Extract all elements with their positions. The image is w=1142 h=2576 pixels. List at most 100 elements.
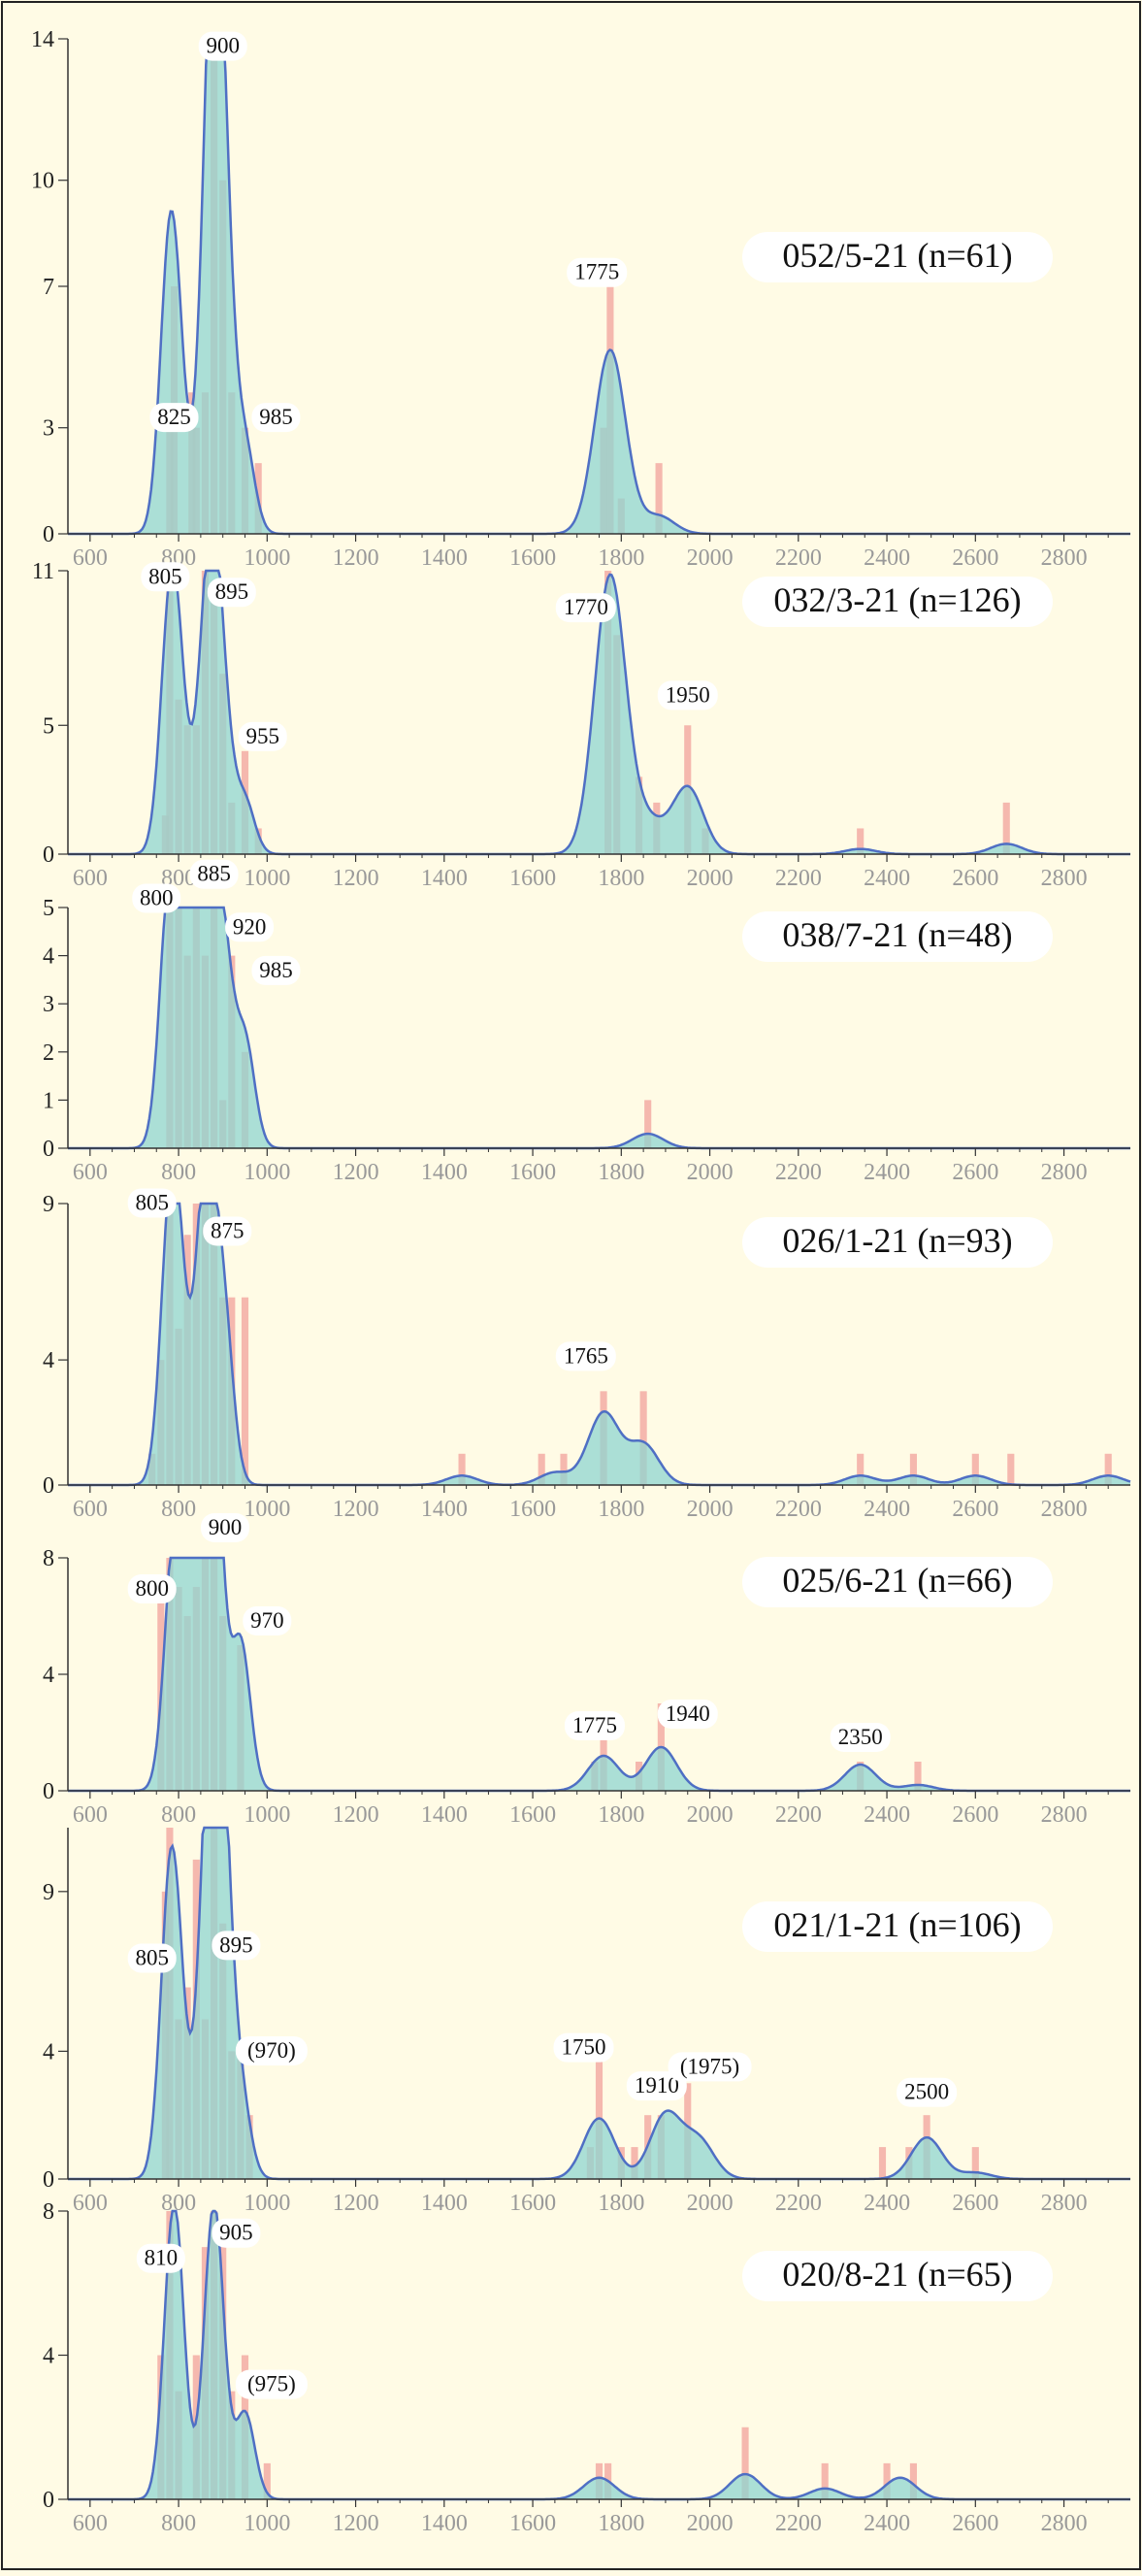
density-area xyxy=(68,1204,1130,1485)
panel-6: 600 800 1000 1200 1400 1600 1800 2000 2200 2400 26… xyxy=(43,1826,1130,2216)
y-tick-label: 0 xyxy=(43,1779,54,1804)
x-tick-label: 600 xyxy=(73,866,108,891)
y-tick-label: 4 xyxy=(43,1663,54,1688)
x-tick-label: 2200 xyxy=(775,1802,822,1828)
x-tick-label: 2600 xyxy=(952,2191,998,2216)
peak-label-background xyxy=(235,2369,308,2399)
panel-1: 600 800 1000 1200 1400 1600 1800 2000 2200 2400 26… xyxy=(31,27,1130,571)
x-tick-label: 2000 xyxy=(687,1497,734,1522)
histogram-bar xyxy=(909,1453,917,1485)
x-tick-label: 2000 xyxy=(687,866,734,891)
peak-label-background xyxy=(207,578,256,608)
peak-label: 1910 xyxy=(635,2073,679,2097)
y-tick-label: 4 xyxy=(43,2039,54,2064)
histogram-bar xyxy=(1007,1453,1015,1485)
histogram-bar xyxy=(914,1762,922,1791)
x-tick-label: 1200 xyxy=(333,545,379,571)
x-tick-label: 2600 xyxy=(952,1497,998,1522)
peak-label: 900 xyxy=(206,34,240,58)
histogram-bar xyxy=(741,2427,749,2499)
x-tick-label: 2400 xyxy=(864,2511,910,2536)
panel-title: 052/5-21 (n=61) xyxy=(782,236,1012,275)
density-area xyxy=(68,571,1130,854)
x-tick-label: 2600 xyxy=(952,545,998,571)
x-tick-label: 2000 xyxy=(687,545,734,571)
x-tick-label: 1200 xyxy=(333,2191,379,2216)
x-tick-label: 1800 xyxy=(598,545,644,571)
y-tick-label: 4 xyxy=(43,944,54,970)
y-tick-label: 0 xyxy=(43,2488,54,2513)
density-area xyxy=(68,1828,1130,2179)
x-tick-label: 1000 xyxy=(244,866,290,891)
peak-label: 920 xyxy=(233,914,267,939)
peak-label-background xyxy=(555,1341,616,1371)
peak-label: 1770 xyxy=(564,595,608,619)
x-tick-label: 600 xyxy=(73,2511,108,2536)
histogram-bar xyxy=(263,2462,271,2499)
peak-label-background xyxy=(626,2071,687,2101)
peak-label: 955 xyxy=(246,724,280,748)
x-tick-label: 2400 xyxy=(864,866,910,891)
peak-label: 805 xyxy=(135,1190,169,1214)
y-tick-label: 0 xyxy=(43,2167,54,2193)
histogram-bar xyxy=(538,1453,545,1485)
histogram-bar xyxy=(560,1453,568,1485)
peak-label-background xyxy=(198,31,247,61)
y-tick-label: 0 xyxy=(43,1473,54,1499)
histogram-bar xyxy=(878,2147,887,2179)
x-tick-label: 1400 xyxy=(421,1160,468,1185)
histogram-bar xyxy=(821,2462,829,2499)
peak-label: 1775 xyxy=(574,260,619,284)
histogram-bar xyxy=(631,2147,638,2179)
y-tick-label: 5 xyxy=(43,713,54,739)
peak-label-background xyxy=(668,2052,752,2082)
x-tick-label: 1600 xyxy=(509,2191,556,2216)
histogram-bar xyxy=(241,1297,249,1485)
x-tick-label: 1000 xyxy=(244,545,290,571)
x-tick-label: 1600 xyxy=(509,1497,556,1522)
panel-title: 021/1-21 (n=106) xyxy=(773,1905,1021,1944)
x-tick-label: 2200 xyxy=(775,1160,822,1185)
peak-label: 900 xyxy=(209,1515,243,1539)
x-tick-label: 2600 xyxy=(952,2511,998,2536)
histogram-bar xyxy=(644,1100,652,1148)
panel-title: 026/1-21 (n=93) xyxy=(782,1221,1012,1260)
y-tick-label: 2 xyxy=(43,1040,54,1066)
peak-label-background xyxy=(830,1723,891,1752)
panel-title: 020/8-21 (n=65) xyxy=(782,2255,1012,2294)
x-tick-label: 2400 xyxy=(864,545,910,571)
peak-label: 825 xyxy=(157,405,191,429)
x-tick-label: 600 xyxy=(73,2191,108,2216)
panel-5: 600 800 1000 1200 1400 1600 1800 2000 2200 2400 26… xyxy=(43,1513,1130,1828)
x-tick-label: 800 xyxy=(161,1497,196,1522)
peak-label-background xyxy=(225,912,275,942)
x-tick-label: 2800 xyxy=(1041,866,1088,891)
peak-label: 1940 xyxy=(666,1701,710,1726)
density-curve xyxy=(68,1202,1131,1487)
peak-label-background xyxy=(553,2032,614,2063)
x-tick-label: 2800 xyxy=(1041,2191,1088,2216)
peak-label: 970 xyxy=(250,1608,284,1633)
peak-label-background xyxy=(149,403,199,433)
x-tick-label: 1800 xyxy=(598,866,644,891)
peak-label: 800 xyxy=(135,1576,169,1601)
histogram-bar xyxy=(883,2462,891,2499)
x-tick-label: 2000 xyxy=(687,2511,734,2536)
x-tick-label: 1400 xyxy=(421,2511,468,2536)
peak-label: 800 xyxy=(140,886,174,910)
peak-label-background xyxy=(238,721,287,751)
peak-label-background xyxy=(127,1574,177,1603)
panel-4: 600 800 1000 1200 1400 1600 1800 2000 2200 2400 26… xyxy=(43,1188,1131,1522)
peak-label-background xyxy=(200,1513,249,1542)
y-tick-label: 4 xyxy=(43,2344,54,2369)
peak-label: 895 xyxy=(215,579,249,604)
x-tick-label: 2800 xyxy=(1041,1160,1088,1185)
y-tick-label: 9 xyxy=(43,1880,54,1905)
x-tick-label: 2800 xyxy=(1041,1802,1088,1828)
peak-label-background xyxy=(203,1216,252,1246)
histogram-bar xyxy=(639,1391,647,1485)
x-tick-label: 2200 xyxy=(775,2191,822,2216)
y-tick-label: 1 xyxy=(43,1088,54,1113)
x-tick-label: 2400 xyxy=(864,1160,910,1185)
x-tick-label: 1400 xyxy=(421,545,468,571)
